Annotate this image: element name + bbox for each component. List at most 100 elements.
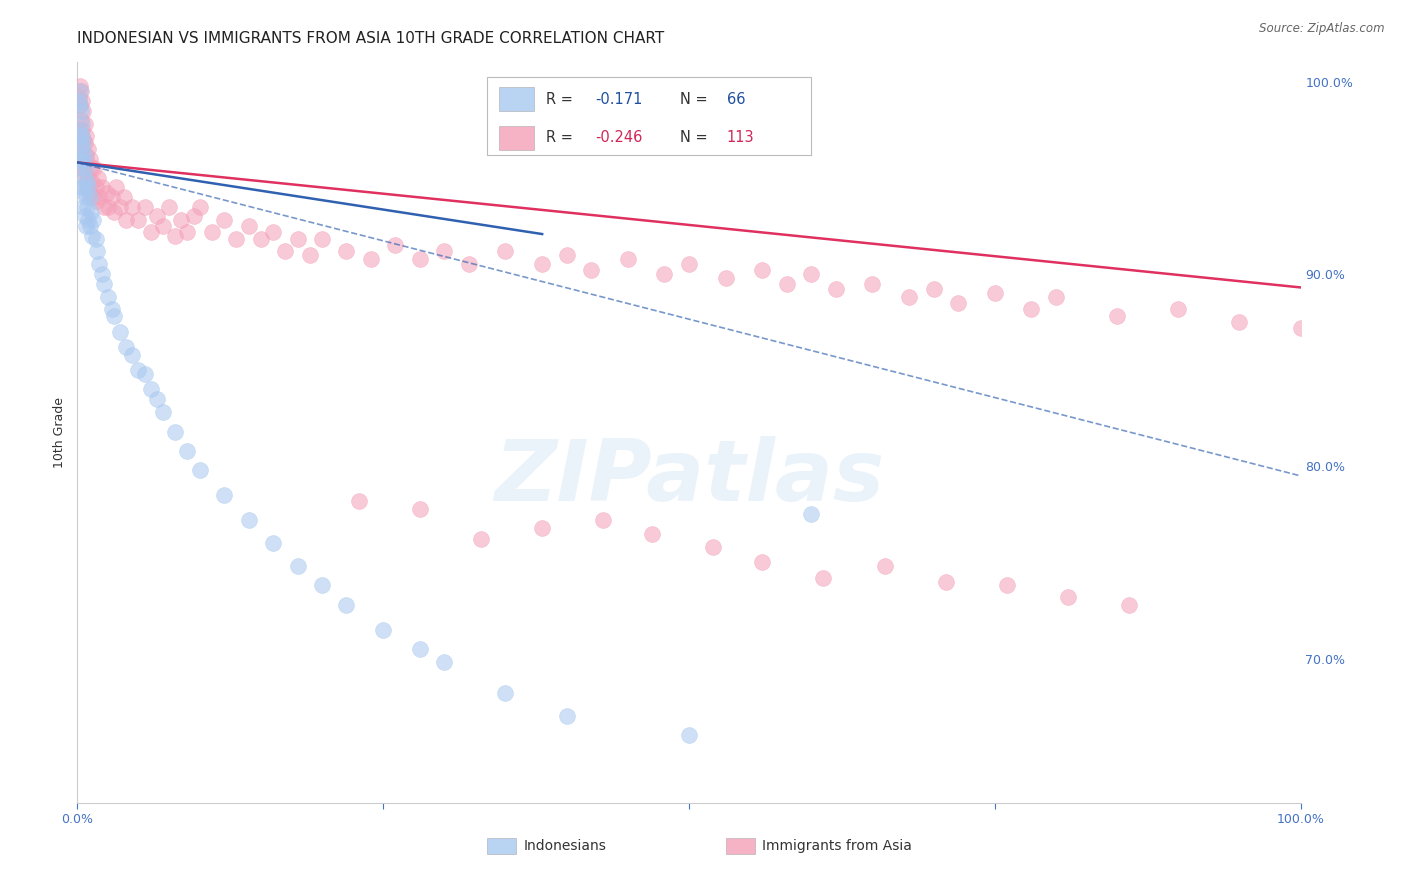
Point bbox=[67, 122, 90, 136]
Point bbox=[72, 103, 94, 118]
Point bbox=[922, 282, 945, 296]
Point bbox=[238, 513, 260, 527]
Point bbox=[86, 244, 108, 258]
Point bbox=[75, 219, 97, 233]
Point bbox=[73, 147, 96, 161]
Point bbox=[1118, 598, 1140, 612]
Point bbox=[100, 301, 122, 316]
Text: Source: ZipAtlas.com: Source: ZipAtlas.com bbox=[1260, 22, 1385, 36]
Point bbox=[90, 267, 112, 281]
Point bbox=[90, 180, 112, 194]
Point bbox=[1289, 321, 1312, 335]
Point bbox=[262, 536, 284, 550]
Point bbox=[75, 147, 97, 161]
Point bbox=[70, 117, 93, 131]
Point bbox=[250, 232, 273, 246]
Point bbox=[1107, 310, 1129, 324]
Point bbox=[188, 200, 211, 214]
Point bbox=[89, 257, 111, 271]
Point bbox=[813, 571, 835, 585]
Bar bbox=[486, 838, 516, 854]
Point bbox=[311, 578, 333, 592]
Point bbox=[75, 190, 97, 204]
Point bbox=[176, 443, 198, 458]
Point bbox=[80, 205, 103, 219]
Point bbox=[1021, 301, 1043, 316]
Point bbox=[67, 122, 90, 136]
Point bbox=[800, 267, 823, 281]
Point bbox=[335, 244, 357, 258]
Point bbox=[495, 686, 517, 700]
Point bbox=[751, 263, 773, 277]
Text: ZIPatlas: ZIPatlas bbox=[494, 435, 884, 518]
Point bbox=[995, 578, 1018, 592]
Point bbox=[409, 642, 432, 657]
Point bbox=[115, 340, 138, 354]
Point bbox=[555, 248, 578, 262]
Point bbox=[77, 170, 100, 185]
Point bbox=[212, 213, 235, 227]
Bar bbox=[725, 838, 755, 854]
Point bbox=[70, 103, 93, 118]
Point bbox=[238, 219, 260, 233]
Text: INDONESIAN VS IMMIGRANTS FROM ASIA 10TH GRADE CORRELATION CHART: INDONESIAN VS IMMIGRANTS FROM ASIA 10TH … bbox=[77, 31, 665, 46]
Point bbox=[121, 200, 143, 214]
Point bbox=[702, 540, 724, 554]
Point bbox=[72, 200, 94, 214]
Point bbox=[93, 277, 115, 291]
Point bbox=[77, 142, 100, 156]
Point bbox=[274, 244, 297, 258]
Point bbox=[73, 167, 96, 181]
Point bbox=[984, 286, 1007, 301]
Point bbox=[72, 136, 94, 151]
Point bbox=[97, 200, 120, 214]
Point bbox=[139, 225, 162, 239]
Point bbox=[72, 180, 94, 194]
Point bbox=[103, 310, 125, 324]
Point bbox=[73, 117, 96, 131]
Point bbox=[76, 180, 98, 194]
Text: R =: R = bbox=[546, 92, 578, 106]
Point bbox=[714, 270, 737, 285]
Point bbox=[82, 190, 104, 204]
Point bbox=[555, 709, 578, 723]
Point bbox=[311, 232, 333, 246]
Point bbox=[69, 142, 91, 156]
Point bbox=[862, 277, 884, 291]
Point bbox=[157, 200, 180, 214]
Text: R =: R = bbox=[546, 130, 578, 145]
Point bbox=[183, 209, 205, 223]
Point bbox=[641, 526, 664, 541]
Point bbox=[79, 219, 101, 233]
Point bbox=[201, 225, 224, 239]
Point bbox=[67, 90, 90, 104]
Point bbox=[139, 382, 162, 396]
Point bbox=[384, 238, 406, 252]
Point bbox=[75, 161, 97, 176]
Point bbox=[654, 267, 676, 281]
Point bbox=[531, 521, 554, 535]
Point bbox=[96, 186, 118, 201]
Point bbox=[262, 225, 284, 239]
Point bbox=[776, 277, 799, 291]
Point bbox=[73, 186, 96, 201]
Point bbox=[188, 463, 211, 477]
Point bbox=[298, 248, 321, 262]
Point bbox=[531, 257, 554, 271]
Point bbox=[79, 190, 101, 204]
Point bbox=[73, 136, 96, 151]
Point bbox=[103, 205, 125, 219]
Point bbox=[80, 228, 103, 243]
Point bbox=[409, 501, 432, 516]
Point bbox=[1057, 590, 1080, 604]
Point bbox=[579, 263, 602, 277]
Point bbox=[76, 155, 98, 169]
Point bbox=[79, 186, 101, 201]
Point bbox=[165, 425, 187, 439]
Point bbox=[105, 180, 128, 194]
Point bbox=[72, 132, 94, 146]
Point bbox=[617, 252, 640, 266]
Point bbox=[79, 152, 101, 166]
Point bbox=[165, 228, 187, 243]
Point bbox=[800, 508, 823, 522]
